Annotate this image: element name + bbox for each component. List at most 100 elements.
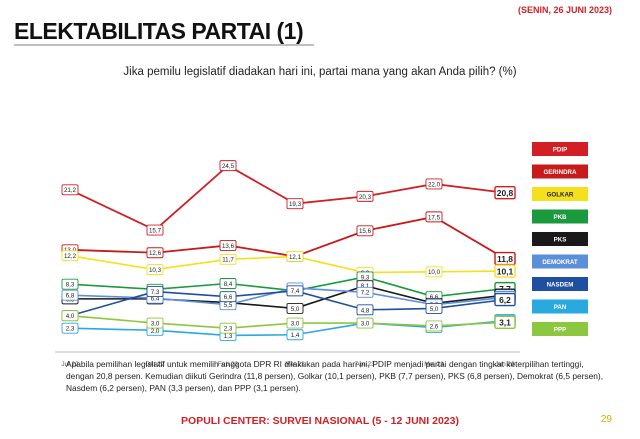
data-label-text: 3,0: [291, 320, 300, 327]
data-label-text: 11,7: [222, 257, 234, 264]
data-label: 7,3: [146, 286, 164, 298]
data-label: 10,1: [494, 264, 516, 278]
data-label-text: 10,3: [149, 267, 162, 274]
data-label-box: [356, 317, 374, 329]
data-label-text: 10,0: [428, 269, 441, 276]
data-label: 10,0: [425, 266, 443, 278]
data-label-box: [494, 315, 516, 330]
data-label-text: 6,2: [499, 295, 511, 305]
data-label-box: [61, 184, 79, 196]
legend-swatch: [532, 187, 588, 201]
legend-swatch: [532, 254, 588, 269]
x-tick-label: Apr 23: [355, 361, 375, 368]
data-label: 20,8: [494, 186, 516, 200]
data-label: 3,0: [146, 317, 164, 329]
x-tick-label: Mei 23: [285, 361, 305, 368]
data-label: 6,8: [61, 289, 79, 301]
x-tick-label: Jun 23: [495, 361, 515, 368]
data-label-text: 8,4: [224, 281, 233, 288]
data-label-text: 6,8: [66, 293, 75, 300]
data-label-text: 10,1: [497, 266, 514, 276]
data-label-text: 1,3: [224, 333, 233, 340]
data-label-text: 20,8: [497, 188, 514, 198]
legend-label: PPP: [554, 327, 566, 334]
data-label-box: [286, 317, 304, 329]
data-label-box: [146, 264, 164, 276]
data-label-box: [494, 264, 516, 278]
data-label-text: 21,2: [64, 187, 77, 194]
data-label-text: 2,3: [66, 326, 75, 333]
data-label: 21,2: [61, 184, 79, 196]
legend-item-ppp: PPP: [532, 322, 588, 336]
data-label: 22,0: [425, 178, 443, 190]
data-label-box: [286, 302, 304, 314]
data-label-text: 12,1: [289, 254, 302, 261]
data-label-text: 7,4: [291, 288, 300, 295]
data-label-box: [219, 239, 237, 251]
data-label-text: 17,5: [428, 214, 441, 221]
data-label-text: 19,3: [289, 201, 302, 208]
data-label: 3,1: [494, 315, 516, 330]
data-label: 4,8: [356, 304, 374, 316]
data-label: 3,0: [286, 317, 304, 329]
data-label-text: 13,6: [222, 243, 235, 250]
data-label: 12,6: [146, 247, 164, 259]
legend-label: GOLKAR: [547, 192, 574, 199]
data-label: 8,3: [61, 278, 79, 290]
data-label-text: 15,7: [149, 227, 162, 234]
data-label-text: 2,3: [224, 326, 233, 333]
data-label: 7,2: [356, 286, 374, 298]
data-label-box: [494, 292, 516, 307]
data-label-box: [425, 178, 443, 190]
data-label-text: 7,2: [361, 290, 370, 297]
data-label-text: 12,2: [64, 253, 77, 260]
legend-label: NASDEM: [547, 282, 574, 289]
page-title: ELEKTABILITAS PARTAI (1): [14, 18, 304, 44]
data-label: 2,6: [425, 320, 443, 332]
data-label-text: 2,6: [430, 323, 439, 330]
data-label-text: 3,0: [361, 320, 370, 327]
data-label: 10,3: [146, 264, 164, 276]
data-label: 2,3: [61, 322, 79, 334]
data-label: 4,0: [61, 310, 79, 322]
data-label-box: [146, 286, 164, 298]
data-label-box: [219, 160, 237, 172]
legend-item-pan: PAN: [532, 299, 588, 314]
data-label: 15,7: [146, 224, 164, 236]
data-label-box: [219, 253, 237, 265]
data-label-box: [494, 186, 516, 200]
legend-swatch: [532, 209, 588, 224]
data-label-box: [61, 278, 79, 290]
legend-swatch: [532, 299, 588, 314]
data-label: 8,4: [219, 278, 237, 289]
data-label-text: 22,0: [428, 181, 441, 188]
data-label: 13,6: [219, 239, 237, 251]
legend-item-nasdem: NASDEM: [532, 277, 588, 291]
data-label: 9,3: [356, 271, 374, 283]
legend-swatch: [532, 232, 588, 246]
data-label-text: 20,3: [359, 194, 372, 201]
data-label-text: 4,8: [361, 307, 370, 314]
data-label-text: 24,5: [222, 163, 235, 170]
legend-item-pdip: PDIP: [532, 142, 588, 156]
summary-note: Apabila pemilihan legislatif untuk memil…: [66, 359, 604, 393]
data-label-text: 3,0: [151, 320, 160, 327]
data-label: 17,5: [425, 211, 443, 223]
data-label-text: 15,6: [359, 228, 372, 235]
data-label-box: [219, 278, 237, 289]
legend-swatch: [532, 164, 588, 179]
data-label-box: [356, 286, 374, 298]
data-label-box: [425, 302, 443, 314]
data-label-box: [286, 329, 304, 341]
legend-label: PAN: [554, 304, 567, 311]
legend-label: PKB: [553, 214, 567, 221]
x-tick-label: Mei 23: [424, 361, 444, 368]
data-label: 3,0: [356, 317, 374, 329]
legend-swatch: [532, 142, 588, 156]
data-label-box: [61, 289, 79, 301]
data-label: 11,7: [219, 253, 237, 265]
data-label-box: [286, 285, 304, 297]
x-tick-label: Okt 22: [145, 361, 165, 368]
page-number: 29: [600, 414, 612, 425]
